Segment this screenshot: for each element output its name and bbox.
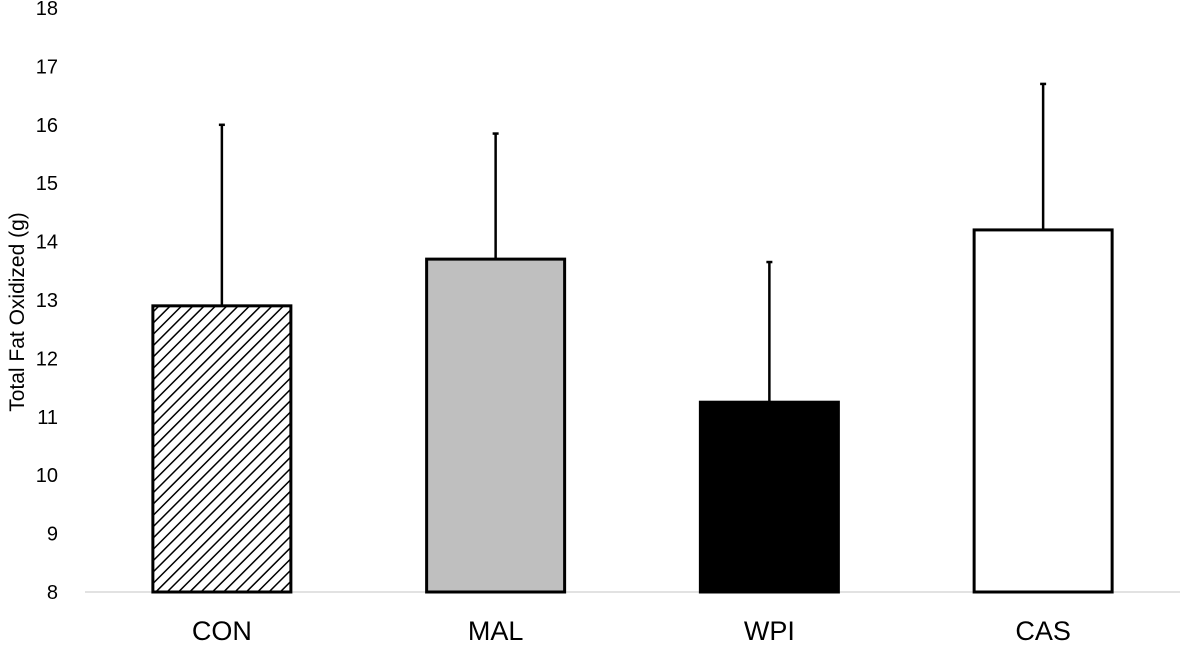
error-bars	[218, 82, 1047, 403]
y-tick-label: 12	[36, 348, 58, 370]
y-tick-label: 10	[36, 465, 58, 487]
bar-wpi	[698, 400, 840, 594]
category-label-con: CON	[192, 616, 252, 646]
y-tick-label: 14	[36, 232, 58, 254]
bar-cas	[972, 228, 1114, 594]
category-label-wpi: WPI	[744, 616, 795, 646]
y-tick-labels: 8 9 10 11 12 13 14 15 16 17 18	[36, 0, 58, 604]
y-tick-label: 9	[47, 524, 58, 546]
bars	[151, 228, 1114, 594]
y-tick-label: 18	[36, 0, 58, 20]
category-labels: CON MAL WPI CAS	[192, 616, 1071, 646]
y-tick-label: 13	[36, 290, 58, 312]
y-tick-label: 8	[47, 582, 58, 604]
category-label-mal: MAL	[468, 616, 524, 646]
bar-mal	[425, 257, 567, 594]
y-tick-label: 15	[36, 173, 58, 195]
bar-con	[151, 304, 293, 594]
y-tick-label: 17	[36, 56, 58, 78]
category-label-cas: CAS	[1015, 616, 1071, 646]
y-tick-label: 16	[36, 115, 58, 137]
y-axis-title: Total Fat Oxidized (g)	[6, 212, 29, 412]
y-tick-label: 11	[37, 407, 58, 429]
